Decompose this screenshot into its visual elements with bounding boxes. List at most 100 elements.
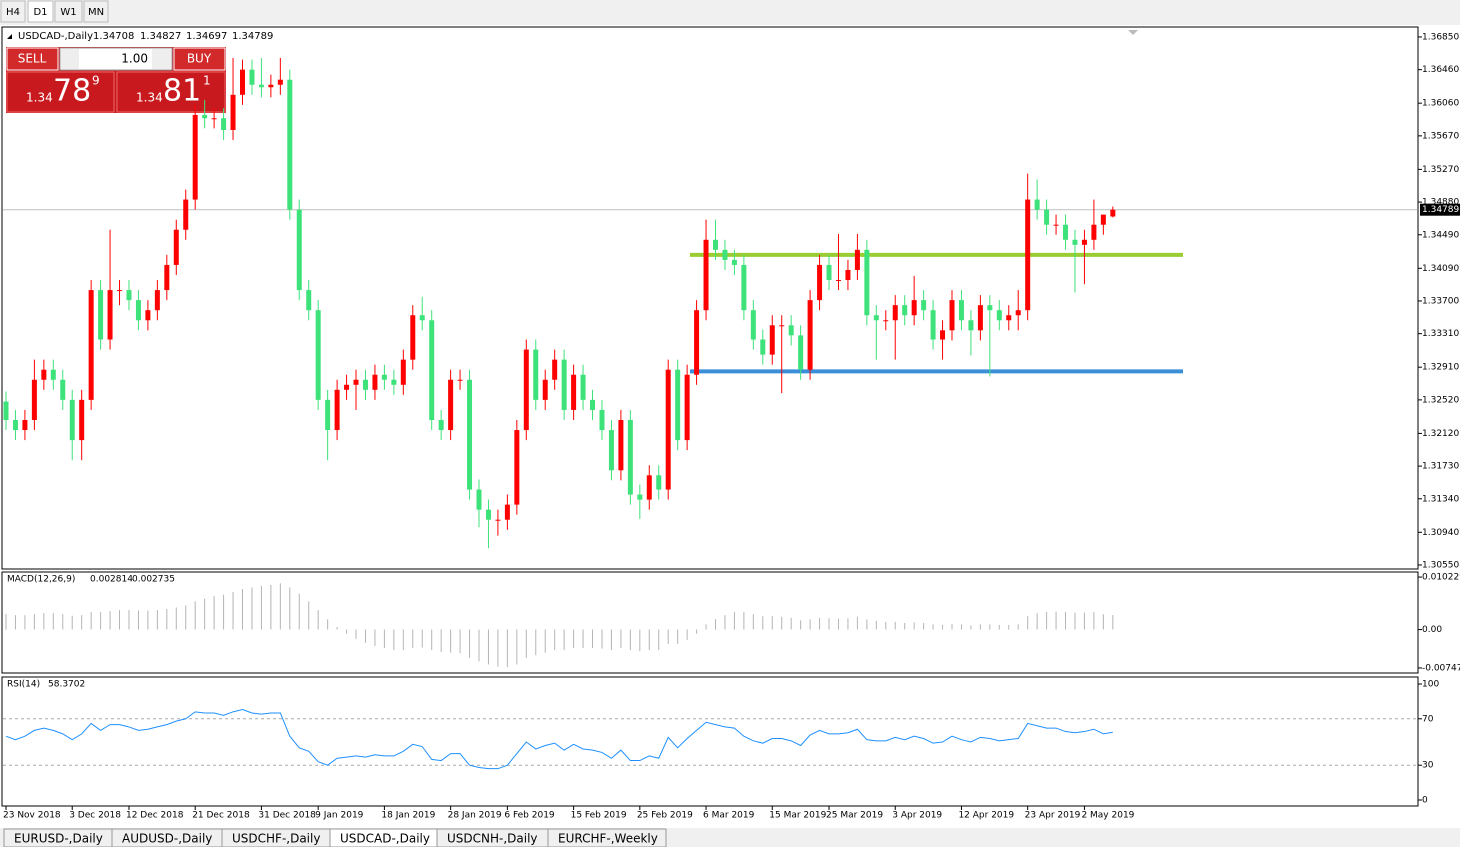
candle-body bbox=[1044, 209, 1050, 225]
candle-body bbox=[798, 335, 804, 370]
candle-body bbox=[173, 229, 179, 265]
x-tick-label: 12 Apr 2019 bbox=[958, 811, 1014, 821]
x-tick-label: 23 Apr 2019 bbox=[1025, 811, 1081, 821]
candle-body bbox=[306, 290, 312, 311]
candle-body bbox=[334, 389, 340, 431]
buy-label: BUY bbox=[187, 52, 212, 66]
close-price: 1.34789 bbox=[232, 31, 273, 42]
candle-body bbox=[561, 359, 567, 410]
macd-panel bbox=[1, 571, 1419, 674]
candle-body bbox=[410, 315, 416, 360]
high-price: 1.34827 bbox=[140, 31, 181, 42]
timeframe-button[interactable] bbox=[83, 0, 109, 23]
candle-body bbox=[608, 430, 614, 471]
x-tick-label: 21 Dec 2018 bbox=[192, 811, 250, 821]
symbol-tab-label: EURUSD-,Daily bbox=[14, 832, 103, 846]
candle-body bbox=[854, 249, 860, 270]
candle-body bbox=[750, 310, 756, 340]
indicator-value: 0.002814 bbox=[90, 575, 133, 585]
bid-point: 9 bbox=[92, 74, 100, 88]
y-tick-label: 0.00 bbox=[1422, 625, 1442, 635]
symbol-tab-label: USDCNH-,Daily bbox=[447, 832, 538, 846]
candle-body bbox=[741, 264, 747, 311]
x-tick-label: 28 Jan 2019 bbox=[448, 811, 502, 821]
y-tick-label: 1.36060 bbox=[1422, 99, 1459, 109]
candle-body bbox=[344, 384, 350, 390]
candle-body bbox=[476, 489, 482, 510]
sell-label: SELL bbox=[18, 52, 47, 66]
candle-body bbox=[902, 305, 908, 316]
candle-body bbox=[192, 114, 198, 200]
candle-body bbox=[69, 399, 75, 441]
candle-body bbox=[154, 290, 160, 311]
candle-body bbox=[1072, 239, 1078, 245]
y-tick-label: 0.010229 bbox=[1422, 573, 1460, 583]
buy-button[interactable] bbox=[173, 47, 226, 71]
candle-body bbox=[864, 249, 870, 316]
rsi-panel bbox=[1, 676, 1419, 807]
timeframe-button[interactable] bbox=[0, 0, 26, 23]
ask-box[interactable] bbox=[116, 71, 226, 113]
candle-body bbox=[845, 269, 851, 281]
x-tick-label: 3 Dec 2018 bbox=[69, 811, 121, 821]
candle-body bbox=[987, 305, 993, 311]
candle-body bbox=[542, 379, 548, 400]
symbol-tab-label: AUDUSD-,Daily bbox=[122, 832, 212, 846]
y-tick-label: 30 bbox=[1422, 761, 1434, 771]
symbol-tab-label: EURCHF-,Weekly bbox=[558, 832, 658, 846]
candle-body bbox=[3, 401, 9, 420]
y-tick-label: 1.34880 bbox=[1422, 198, 1459, 208]
candle-body bbox=[722, 249, 728, 260]
candle-body bbox=[1110, 209, 1116, 217]
candle-body bbox=[656, 475, 662, 490]
candle-body bbox=[703, 239, 709, 311]
candle-body bbox=[713, 239, 718, 250]
lot-down[interactable] bbox=[61, 49, 79, 69]
timeframe-button[interactable] bbox=[27, 0, 54, 23]
candle-body bbox=[958, 300, 964, 321]
candle-body bbox=[949, 300, 955, 331]
candle-body bbox=[684, 374, 690, 441]
candle-body bbox=[694, 310, 700, 375]
bid-box[interactable] bbox=[6, 71, 115, 113]
low-price: 1.34697 bbox=[186, 31, 227, 42]
candle-body bbox=[552, 359, 558, 380]
candle-body bbox=[325, 399, 331, 431]
candle-body bbox=[817, 264, 823, 301]
x-tick-label: 6 Mar 2019 bbox=[703, 811, 755, 821]
y-tick-label: 100 bbox=[1422, 679, 1439, 689]
candle-body bbox=[164, 264, 170, 291]
trade-panel: SELL 1.00 BUY 1.34 78 9 1.34 81 1 bbox=[6, 47, 226, 113]
timeframe-button[interactable] bbox=[54, 0, 83, 23]
candle-body bbox=[79, 399, 85, 441]
candle-body bbox=[940, 330, 946, 340]
timeframe-label: W1 bbox=[60, 7, 76, 18]
lot-up[interactable] bbox=[152, 49, 171, 69]
candle-body bbox=[968, 320, 974, 331]
candle-body bbox=[438, 419, 444, 431]
candle-body bbox=[1091, 224, 1097, 240]
y-tick-label: 1.34490 bbox=[1422, 230, 1459, 240]
candle-body bbox=[381, 374, 387, 380]
candle-body bbox=[788, 325, 794, 336]
candle-body bbox=[12, 419, 18, 431]
candle-body bbox=[807, 300, 813, 370]
candle-body bbox=[400, 359, 406, 385]
candle-body bbox=[429, 320, 435, 420]
candle-body bbox=[117, 290, 123, 292]
y-tick-label: 1.31340 bbox=[1422, 494, 1459, 504]
indicator-label: RSI(14) bbox=[7, 680, 40, 690]
y-tick-label: 0 bbox=[1422, 796, 1428, 806]
candle-body bbox=[1025, 199, 1031, 311]
candle-body bbox=[514, 430, 520, 505]
candle-body bbox=[31, 379, 37, 420]
sell-button[interactable] bbox=[6, 47, 59, 71]
lot-input[interactable] bbox=[59, 47, 173, 71]
candle-body bbox=[977, 305, 983, 331]
price-panel bbox=[1, 26, 1419, 570]
candle-body bbox=[98, 290, 104, 340]
candle-body bbox=[287, 79, 293, 210]
candle-body bbox=[145, 310, 151, 321]
x-tick-label: 3 Apr 2019 bbox=[892, 811, 942, 821]
candle-body bbox=[665, 369, 671, 490]
